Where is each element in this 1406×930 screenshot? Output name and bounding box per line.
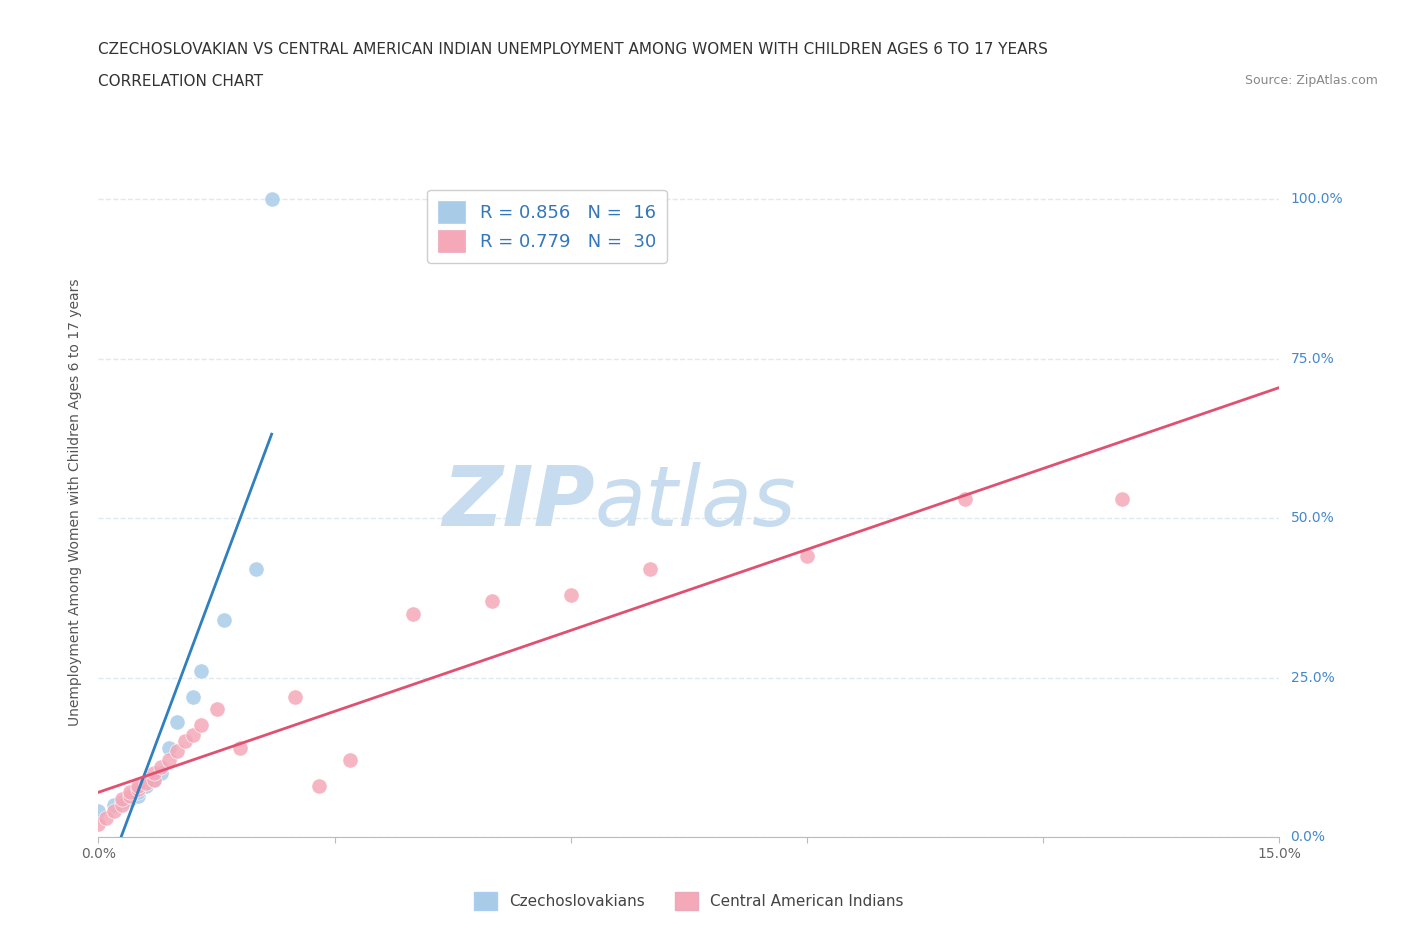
Point	[284, 689, 307, 704]
Point	[181, 727, 204, 742]
Point	[953, 492, 976, 507]
Point	[142, 772, 165, 787]
Point	[118, 791, 141, 806]
Text: 100.0%: 100.0%	[1291, 193, 1343, 206]
Point	[127, 778, 149, 793]
Point	[127, 782, 149, 797]
Point	[181, 689, 204, 704]
Point	[229, 740, 252, 755]
Point	[796, 549, 818, 564]
Text: 0.0%: 0.0%	[1291, 830, 1326, 844]
Point	[103, 798, 125, 813]
Point	[190, 718, 212, 733]
Text: CORRELATION CHART: CORRELATION CHART	[98, 74, 263, 89]
Point	[111, 798, 134, 813]
Point	[260, 192, 283, 206]
Point	[87, 804, 110, 819]
Point	[135, 776, 157, 790]
Text: CZECHOSLOVAKIAN VS CENTRAL AMERICAN INDIAN UNEMPLOYMENT AMONG WOMEN WITH CHILDRE: CZECHOSLOVAKIAN VS CENTRAL AMERICAN INDI…	[98, 42, 1049, 57]
Point	[157, 753, 180, 768]
Point	[402, 606, 425, 621]
Point	[150, 765, 173, 780]
Point	[174, 734, 197, 749]
Point	[166, 715, 188, 730]
Text: Source: ZipAtlas.com: Source: ZipAtlas.com	[1244, 74, 1378, 87]
Text: 75.0%: 75.0%	[1291, 352, 1334, 365]
Point	[127, 788, 149, 803]
Point	[190, 664, 212, 679]
Point	[157, 740, 180, 755]
Point	[150, 760, 173, 775]
Text: 50.0%: 50.0%	[1291, 512, 1334, 525]
Point	[118, 788, 141, 803]
Point	[214, 613, 236, 628]
Point	[1111, 492, 1133, 507]
Text: 25.0%: 25.0%	[1291, 671, 1334, 684]
Point	[87, 817, 110, 831]
Point	[308, 778, 330, 793]
Point	[118, 785, 141, 800]
Point	[135, 778, 157, 793]
Point	[142, 765, 165, 780]
Point	[127, 785, 149, 800]
Text: ZIP: ZIP	[441, 461, 595, 543]
Y-axis label: Unemployment Among Women with Children Ages 6 to 17 years: Unemployment Among Women with Children A…	[69, 278, 83, 726]
Point	[103, 804, 125, 819]
Point	[638, 562, 661, 577]
Point	[166, 743, 188, 758]
Point	[142, 772, 165, 787]
Point	[96, 810, 118, 825]
Legend: Czechoslovakians, Central American Indians: Czechoslovakians, Central American India…	[468, 885, 910, 916]
Point	[245, 562, 267, 577]
Point	[481, 593, 503, 608]
Point	[111, 791, 134, 806]
Point	[111, 794, 134, 809]
Point	[339, 753, 361, 768]
Point	[560, 587, 582, 602]
Text: atlas: atlas	[595, 461, 796, 543]
Point	[205, 702, 228, 717]
